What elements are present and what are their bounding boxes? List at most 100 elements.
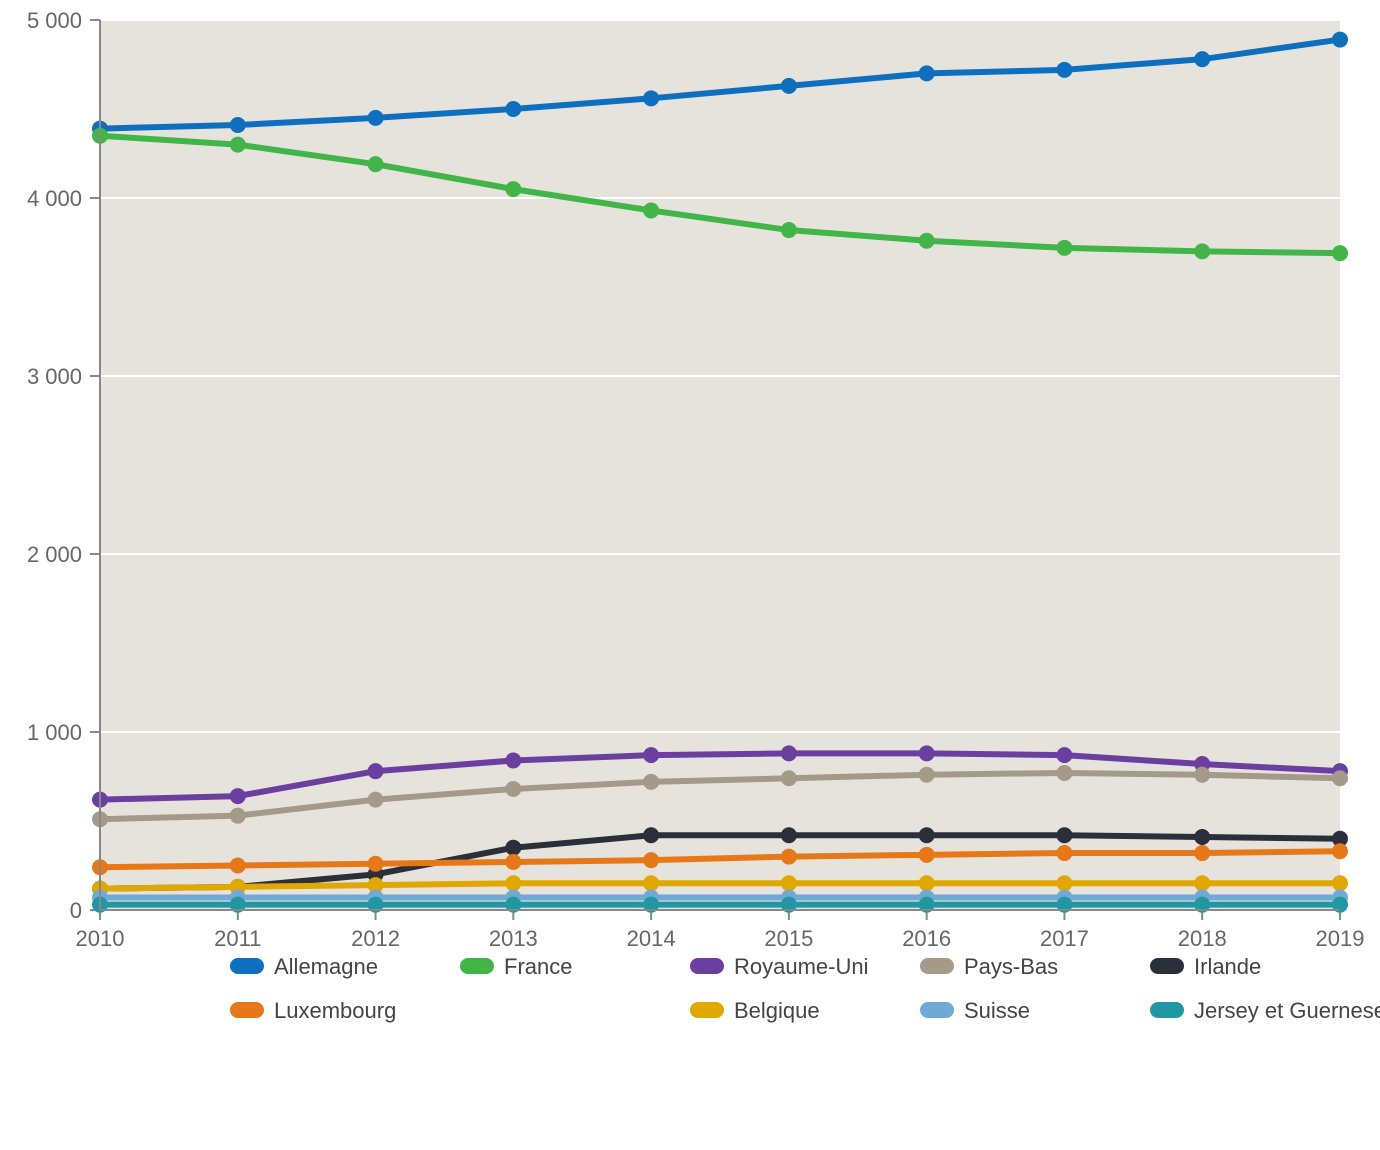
legend-label: Irlande (1194, 954, 1261, 979)
legend: Allemagne France Royaume-Uni Pays-Bas Irland… (230, 954, 1380, 1023)
series-marker (230, 137, 246, 153)
legend-item: Royaume-Uni (690, 954, 869, 979)
series-marker (919, 233, 935, 249)
x-tick-label: 2012 (351, 926, 400, 951)
series-marker (368, 856, 384, 872)
legend-label: Pays-Bas (964, 954, 1058, 979)
series-marker (643, 827, 659, 843)
legend-swatch (230, 958, 264, 974)
legend-swatch (460, 958, 494, 974)
legend-label: Luxembourg (274, 998, 396, 1023)
y-tick-label: 5 000 (27, 8, 82, 33)
series-marker (781, 875, 797, 891)
series-marker (1194, 875, 1210, 891)
series-marker (505, 181, 521, 197)
legend-swatch (230, 1002, 264, 1018)
series-marker (230, 858, 246, 874)
x-tick-label: 2017 (1040, 926, 1089, 951)
series-marker (1332, 770, 1348, 786)
x-tick-label: 2010 (76, 926, 125, 951)
legend-label: Royaume-Uni (734, 954, 869, 979)
series-marker (1056, 747, 1072, 763)
legend-label: Allemagne (274, 954, 378, 979)
series-marker (1056, 845, 1072, 861)
series-marker (919, 875, 935, 891)
series-marker (230, 808, 246, 824)
series-marker (781, 745, 797, 761)
legend-label: Suisse (964, 998, 1030, 1023)
series-marker (368, 763, 384, 779)
series-marker (230, 117, 246, 133)
series-marker (1194, 243, 1210, 259)
legend-label: France (504, 954, 572, 979)
line-chart: 0 1 000 2 000 3 000 4 000 5 000 2010 2011 2012 20… (0, 0, 1380, 1150)
legend-item: France (460, 954, 572, 979)
legend-item: Luxembourg (230, 998, 396, 1023)
series-marker (643, 747, 659, 763)
y-tick-label: 3 000 (27, 364, 82, 389)
series-marker (1332, 843, 1348, 859)
legend-swatch (690, 1002, 724, 1018)
series-marker (1194, 845, 1210, 861)
series-marker (230, 788, 246, 804)
series-marker (1056, 827, 1072, 843)
series-marker (643, 852, 659, 868)
legend-item: Belgique (690, 998, 820, 1023)
y-tick-label: 2 000 (27, 542, 82, 567)
x-tick-label: 2014 (627, 926, 676, 951)
legend-item: Irlande (1150, 954, 1261, 979)
series-marker (643, 875, 659, 891)
legend-label: Jersey et Guernesey (1194, 998, 1380, 1023)
x-tick-label: 2011 (214, 926, 261, 951)
series-marker (1056, 765, 1072, 781)
x-tick-label: 2019 (1316, 926, 1365, 951)
series-marker (1056, 875, 1072, 891)
series-marker (505, 840, 521, 856)
series-marker (919, 827, 935, 843)
legend-swatch (1150, 958, 1184, 974)
series-marker (505, 854, 521, 870)
x-tick-label: 2015 (764, 926, 813, 951)
series-marker (1194, 51, 1210, 67)
series-marker (1056, 240, 1072, 256)
series-marker (919, 767, 935, 783)
series-marker (919, 745, 935, 761)
series-marker (505, 101, 521, 117)
series-marker (1332, 32, 1348, 48)
series-marker (1194, 767, 1210, 783)
series-marker (643, 90, 659, 106)
series-marker (1332, 875, 1348, 891)
legend-item: Allemagne (230, 954, 378, 979)
series-marker (368, 792, 384, 808)
x-tick-label: 2016 (902, 926, 951, 951)
x-tick-label: 2018 (1178, 926, 1227, 951)
series-marker (368, 156, 384, 172)
series-marker (643, 202, 659, 218)
y-tick-label: 0 (70, 898, 82, 923)
legend-item: Suisse (920, 998, 1030, 1023)
series-marker (1332, 245, 1348, 261)
series-marker (781, 849, 797, 865)
y-tick-label: 1 000 (27, 720, 82, 745)
series-marker (781, 770, 797, 786)
series-marker (781, 222, 797, 238)
series-marker (505, 752, 521, 768)
legend-swatch (920, 958, 954, 974)
series-marker (505, 781, 521, 797)
series-marker (643, 774, 659, 790)
series-marker (368, 110, 384, 126)
series-marker (919, 65, 935, 81)
series-marker (781, 827, 797, 843)
x-tick-label: 2013 (489, 926, 538, 951)
legend-label: Belgique (734, 998, 820, 1023)
series-marker (781, 78, 797, 94)
series-marker (505, 875, 521, 891)
series-marker (1056, 62, 1072, 78)
legend-item: Jersey et Guernesey (1150, 998, 1380, 1023)
series-marker (919, 847, 935, 863)
series-marker (1194, 829, 1210, 845)
legend-swatch (690, 958, 724, 974)
legend-swatch (1150, 1002, 1184, 1018)
y-tick-label: 4 000 (27, 186, 82, 211)
legend-item: Pays-Bas (920, 954, 1058, 979)
